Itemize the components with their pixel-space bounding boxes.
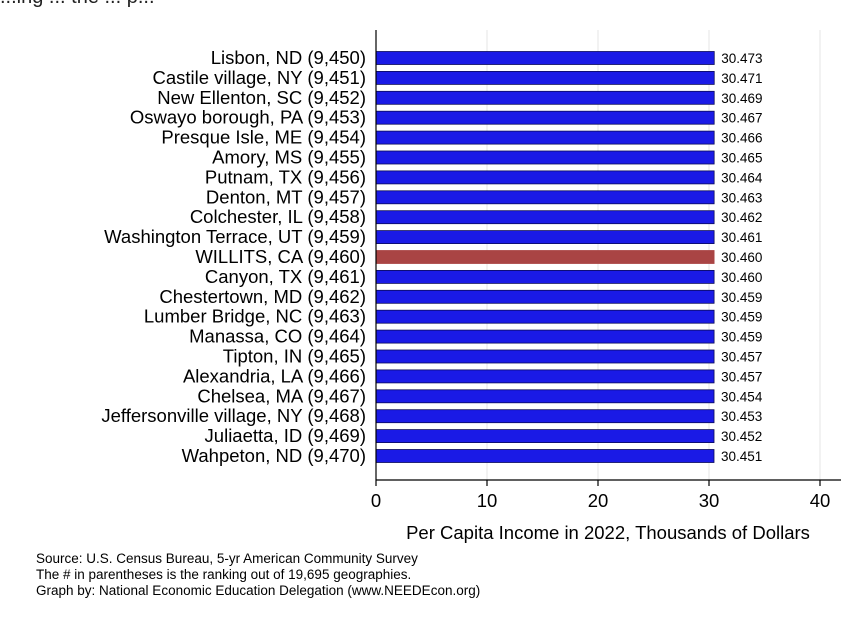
x-tick-label: 10 — [477, 490, 498, 511]
bar — [375, 349, 715, 364]
value-label: 30.457 — [721, 369, 762, 384]
source-line-ranking: The # in parentheses is the ranking out … — [36, 567, 412, 582]
value-label: 30.451 — [721, 449, 762, 464]
category-label: Tipton, IN (9,465) — [223, 346, 366, 367]
value-label: 30.463 — [721, 190, 762, 205]
x-tick-label: 40 — [810, 490, 831, 511]
value-label: 30.461 — [721, 230, 762, 245]
bar — [375, 90, 715, 105]
bar — [375, 389, 715, 404]
value-label: 30.467 — [721, 111, 762, 126]
bar — [375, 51, 715, 65]
bar — [375, 329, 715, 344]
bar — [375, 150, 715, 165]
bar — [375, 449, 715, 463]
value-label: 30.466 — [721, 131, 762, 146]
x-tick-label: 20 — [588, 490, 609, 511]
value-label: 30.452 — [721, 429, 762, 444]
value-label: 30.462 — [721, 210, 762, 225]
value-label: 30.473 — [721, 51, 762, 66]
category-label: Amory, MS (9,455) — [212, 147, 366, 168]
value-label: 30.454 — [721, 389, 763, 404]
category-label: Chestertown, MD (9,462) — [159, 286, 366, 307]
category-label: Lisbon, ND (9,450) — [211, 47, 366, 68]
bar — [375, 210, 715, 225]
x-tick-label: 30 — [699, 490, 720, 511]
category-label: Juliaetta, ID (9,469) — [205, 425, 366, 446]
source-line-credit: Graph by: National Economic Education De… — [36, 583, 481, 598]
page-top-title: ...ing ... the ... p... — [0, 0, 854, 8]
category-label: Lumber Bridge, NC (9,463) — [144, 306, 366, 327]
value-label: 30.460 — [721, 270, 762, 285]
x-tick-label: 0 — [371, 490, 381, 511]
value-label: 30.464 — [721, 170, 763, 185]
category-label: WILLITS, CA (9,460) — [195, 246, 366, 267]
category-label: Alexandria, LA (9,466) — [183, 365, 366, 386]
category-label: Manassa, CO (9,464) — [189, 326, 366, 347]
category-label: Putnam, TX (9,456) — [205, 166, 366, 187]
value-label: 30.459 — [721, 310, 762, 325]
bar — [375, 71, 715, 85]
category-label: Jeffersonville village, NY (9,468) — [101, 405, 366, 426]
category-label: Oswayo borough, PA (9,453) — [130, 107, 366, 128]
category-label: Castile village, NY (9,451) — [152, 67, 366, 88]
value-label: 30.453 — [721, 409, 762, 424]
category-label: Presque Isle, ME (9,454) — [161, 127, 366, 148]
value-label: 30.457 — [721, 350, 762, 365]
value-label: 30.465 — [721, 151, 762, 166]
value-label: 30.460 — [721, 250, 762, 265]
bar — [375, 170, 715, 185]
value-label: 30.469 — [721, 91, 762, 106]
category-label: Washington Terrace, UT (9,459) — [104, 226, 366, 247]
category-label: New Ellenton, SC (9,452) — [157, 87, 366, 108]
bar — [375, 369, 715, 384]
value-label: 30.471 — [721, 71, 762, 86]
bar — [375, 110, 715, 125]
bar — [375, 409, 715, 424]
bar — [375, 190, 715, 205]
bar — [375, 289, 715, 304]
bar-highlight — [375, 250, 715, 264]
bar — [375, 269, 715, 284]
category-label: Wahpeton, ND (9,470) — [182, 445, 366, 466]
x-axis-title: Per Capita Income in 2022, Thousands of … — [406, 522, 810, 543]
value-label: 30.459 — [721, 330, 762, 345]
bar — [375, 309, 715, 324]
category-label: Canyon, TX (9,461) — [205, 266, 366, 287]
source-line-census: Source: U.S. Census Bureau, 5-yr America… — [36, 551, 418, 566]
value-label: 30.459 — [721, 290, 762, 305]
bar — [375, 130, 715, 145]
category-label: Colchester, IL (9,458) — [190, 206, 366, 227]
category-label: Chelsea, MA (9,467) — [197, 385, 366, 406]
bar — [375, 230, 715, 245]
category-label: Denton, MT (9,457) — [206, 186, 366, 207]
bar — [375, 429, 715, 444]
source-notes: Source: U.S. Census Bureau, 5-yr America… — [36, 551, 480, 599]
